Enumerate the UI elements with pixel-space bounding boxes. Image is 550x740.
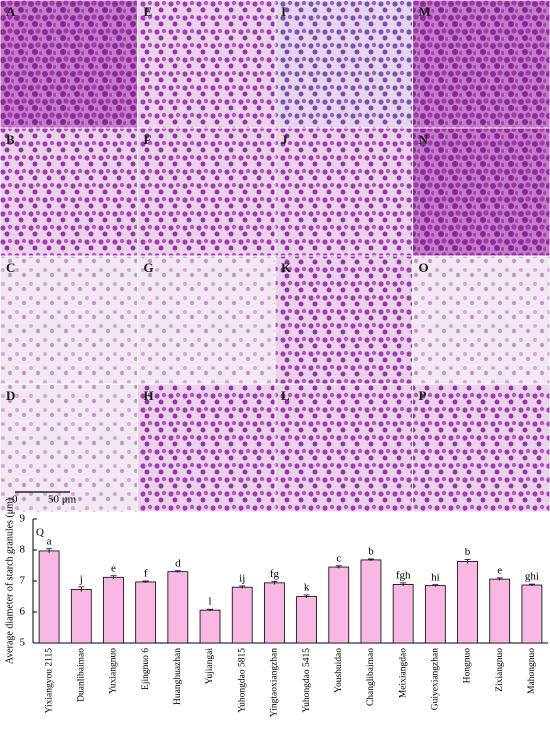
x-tick-label: Yingtaoxiangzhan <box>270 648 280 717</box>
micrograph <box>274 383 413 513</box>
x-tick-label: Mahongnuo <box>527 648 537 694</box>
significance-letter: b <box>368 546 374 558</box>
panel-label: E <box>144 4 153 19</box>
bar <box>457 561 478 644</box>
x-tick-label: Yuhongdao 5415 <box>302 648 312 713</box>
x-tick-label: Hongnuo <box>463 648 473 684</box>
micrograph <box>0 0 138 129</box>
significance-letter: fgh <box>396 569 411 581</box>
panel-label: C <box>6 260 15 275</box>
micrograph <box>274 255 413 385</box>
bar <box>264 582 285 644</box>
panel-label: N <box>419 132 429 147</box>
micrograph <box>274 127 413 257</box>
x-tick-label: Ejingnuo 6 <box>141 648 151 690</box>
bar <box>296 596 317 644</box>
y-tick-label: 6 <box>20 606 26 618</box>
bar-chart: Q Average diameter of starch granules (μm… <box>4 498 548 717</box>
significance-letter: ij <box>239 572 245 584</box>
panel-label: Q <box>36 527 44 539</box>
bar <box>360 559 382 644</box>
x-tick-label: Yixiangyou 2115 <box>44 648 54 714</box>
bar <box>231 586 253 644</box>
x-tick-label: Yujiangai <box>205 648 215 685</box>
significance-letter: e <box>111 562 116 574</box>
micrograph <box>412 127 550 257</box>
significance-letter: a <box>47 535 52 547</box>
micrograph <box>412 255 550 385</box>
x-tick-label: Yuhongdao 5815 <box>237 648 247 713</box>
significance-letter: j <box>79 573 83 585</box>
micrograph <box>0 255 138 385</box>
significance-letter: b <box>465 546 471 558</box>
panel-label: J <box>281 132 288 147</box>
panel-label: L <box>281 388 290 403</box>
significance-letter: c <box>336 552 341 564</box>
micrograph <box>137 0 276 129</box>
y-tick-label: 8 <box>20 544 26 556</box>
bar <box>103 576 124 644</box>
significance-letter: k <box>304 581 310 593</box>
significance-letter: d <box>175 557 181 569</box>
significance-letter: f <box>144 568 148 580</box>
micrograph <box>274 0 413 129</box>
y-axis-label: Average diameter of starch granules (μm) <box>4 498 15 665</box>
micrograph <box>0 383 138 513</box>
panel-label: A <box>6 4 16 19</box>
bar <box>489 578 511 644</box>
x-tick-label: Yuxiangnuo <box>109 648 119 694</box>
bar <box>167 571 189 644</box>
bar <box>424 585 446 644</box>
x-tick-label: Huanghuazhan <box>173 648 183 705</box>
panel-label: K <box>281 260 292 275</box>
bar <box>521 584 543 644</box>
significance-letter: fg <box>270 568 280 580</box>
x-tick-label: Meixiangdao <box>398 648 408 698</box>
micrograph <box>0 127 138 257</box>
panel-label: D <box>6 388 15 403</box>
y-tick-label: 7 <box>20 575 26 587</box>
y-tick-label: 9 <box>20 513 26 525</box>
x-tick-label: Youshuidao <box>334 648 344 693</box>
bar <box>199 609 221 644</box>
panel-label: I <box>281 4 286 19</box>
bar <box>328 566 350 644</box>
significance-letter: hi <box>431 571 440 583</box>
x-tick-label: Zixiangnuo <box>495 648 505 692</box>
significance-letter: e <box>497 564 502 576</box>
micrograph-grid: A B C D E F G H I J K L M N O P 0 50 μm <box>0 0 550 513</box>
panel-label: B <box>6 132 15 147</box>
panel-label: H <box>144 388 154 403</box>
micrograph <box>137 127 276 257</box>
micrograph <box>137 383 276 513</box>
x-tick-label: Duanlibaimao <box>76 648 86 702</box>
panel-label: F <box>144 132 152 147</box>
bar <box>392 584 414 644</box>
panel-label: M <box>419 4 431 19</box>
y-tick-label: 5 <box>20 637 26 649</box>
significance-letter: ghi <box>525 571 539 583</box>
x-tick-label: Changlibaimao <box>366 648 376 706</box>
scale-bar-label: 0 <box>12 494 18 506</box>
bar <box>135 581 157 644</box>
micrograph <box>412 383 550 513</box>
bar <box>70 588 92 644</box>
bar <box>38 550 60 644</box>
micrograph <box>137 255 276 385</box>
scale-bar-label: 50 μm <box>48 494 77 506</box>
x-tick-label: Guiyexiangzhan <box>431 648 441 711</box>
micrograph <box>412 0 550 129</box>
panel-label: P <box>419 388 427 403</box>
significance-letter: l <box>209 596 212 608</box>
panel-label: G <box>144 260 154 275</box>
panel-label: O <box>419 260 429 275</box>
